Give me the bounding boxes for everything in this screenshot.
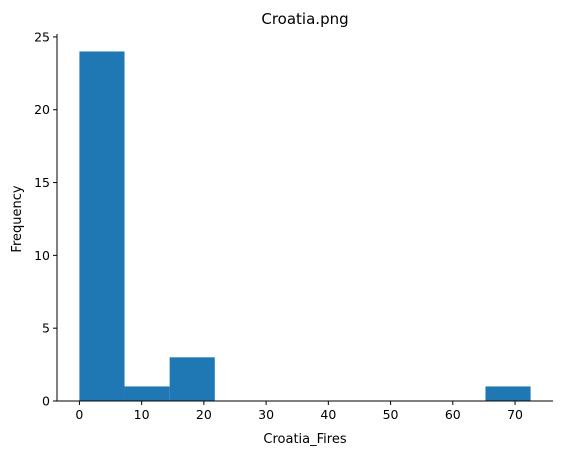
y-tick-label: 10 [34,248,50,263]
x-tick-label: 70 [507,407,523,422]
x-tick-label: 20 [196,407,212,422]
bars-group [79,51,531,401]
x-tick-label: 30 [258,407,274,422]
x-tick-label: 10 [134,407,150,422]
y-tick-label: 0 [42,394,50,409]
histogram-bar [485,386,531,401]
y-tick-label: 25 [34,29,50,44]
histogram-bar [124,386,170,401]
x-tick-label: 0 [75,407,83,422]
y-tick-label: 15 [34,175,50,190]
y-axis-label: Frequency [10,185,25,252]
x-tick-label: 50 [383,407,399,422]
x-axis-label: Croatia_Fires [263,432,346,447]
axes-group: 0 10 20 30 40 50 60 70 0 5 10 15 20 25 [34,29,553,422]
x-tick-label: 40 [320,407,336,422]
x-tick-label: 60 [445,407,461,422]
chart-title: Croatia.png [261,10,348,28]
y-tick-label: 20 [34,102,50,117]
histogram-bar [79,51,125,401]
histogram-bar [169,357,215,401]
y-tick-label: 5 [42,321,50,336]
